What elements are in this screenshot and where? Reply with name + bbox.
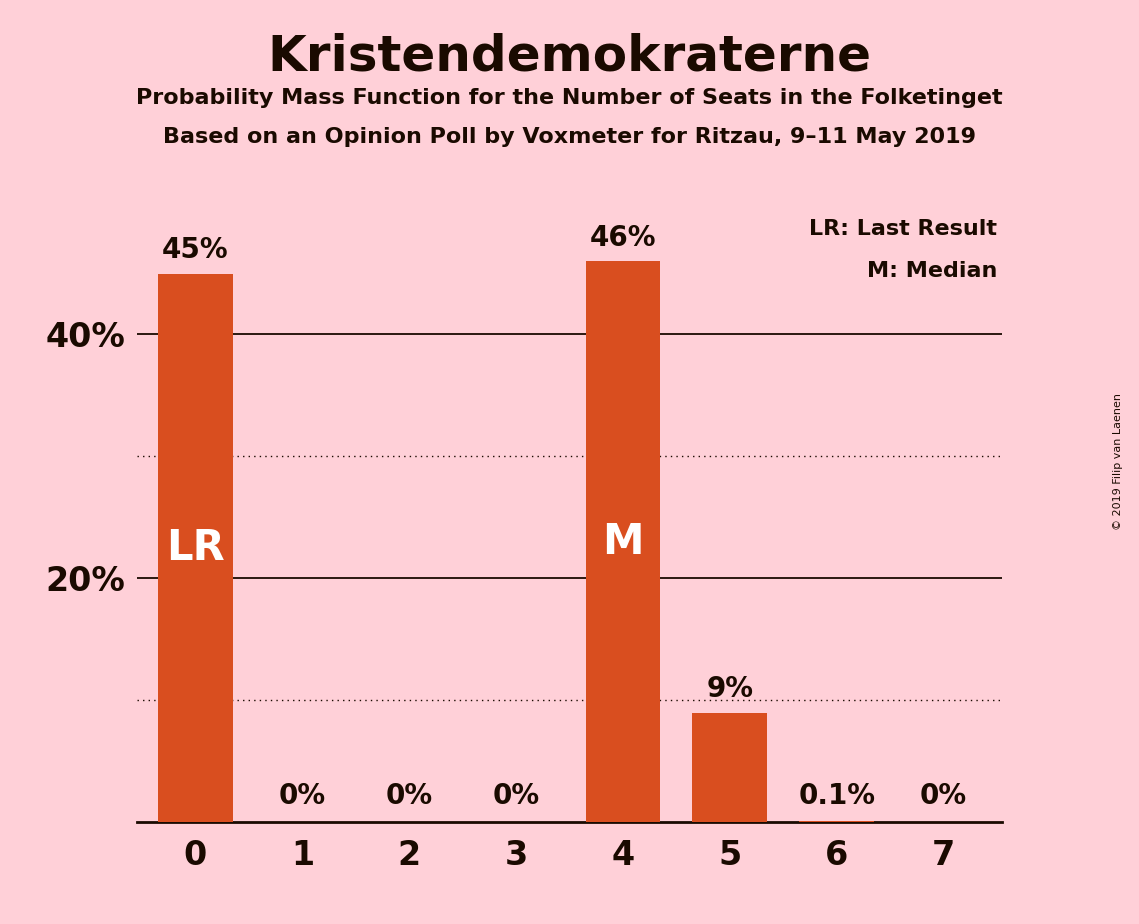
Text: 0%: 0% bbox=[279, 782, 326, 810]
Text: Kristendemokraterne: Kristendemokraterne bbox=[268, 32, 871, 80]
Text: LR: LR bbox=[166, 527, 224, 569]
Text: 9%: 9% bbox=[706, 675, 753, 703]
Text: M: Median: M: Median bbox=[867, 261, 997, 281]
Text: © 2019 Filip van Laenen: © 2019 Filip van Laenen bbox=[1114, 394, 1123, 530]
Text: Based on an Opinion Poll by Voxmeter for Ritzau, 9–11 May 2019: Based on an Opinion Poll by Voxmeter for… bbox=[163, 127, 976, 147]
Bar bbox=[800, 821, 874, 822]
Bar bbox=[158, 274, 232, 822]
Bar bbox=[693, 712, 768, 822]
Text: M: M bbox=[603, 521, 644, 563]
Text: 0%: 0% bbox=[386, 782, 433, 810]
Text: 0.1%: 0.1% bbox=[798, 782, 875, 810]
Text: 0%: 0% bbox=[492, 782, 540, 810]
Text: Probability Mass Function for the Number of Seats in the Folketinget: Probability Mass Function for the Number… bbox=[137, 88, 1002, 108]
Text: 46%: 46% bbox=[590, 224, 656, 251]
Bar bbox=[585, 261, 661, 822]
Text: 45%: 45% bbox=[162, 236, 229, 263]
Text: LR: Last Result: LR: Last Result bbox=[809, 219, 997, 238]
Text: 0%: 0% bbox=[920, 782, 967, 810]
